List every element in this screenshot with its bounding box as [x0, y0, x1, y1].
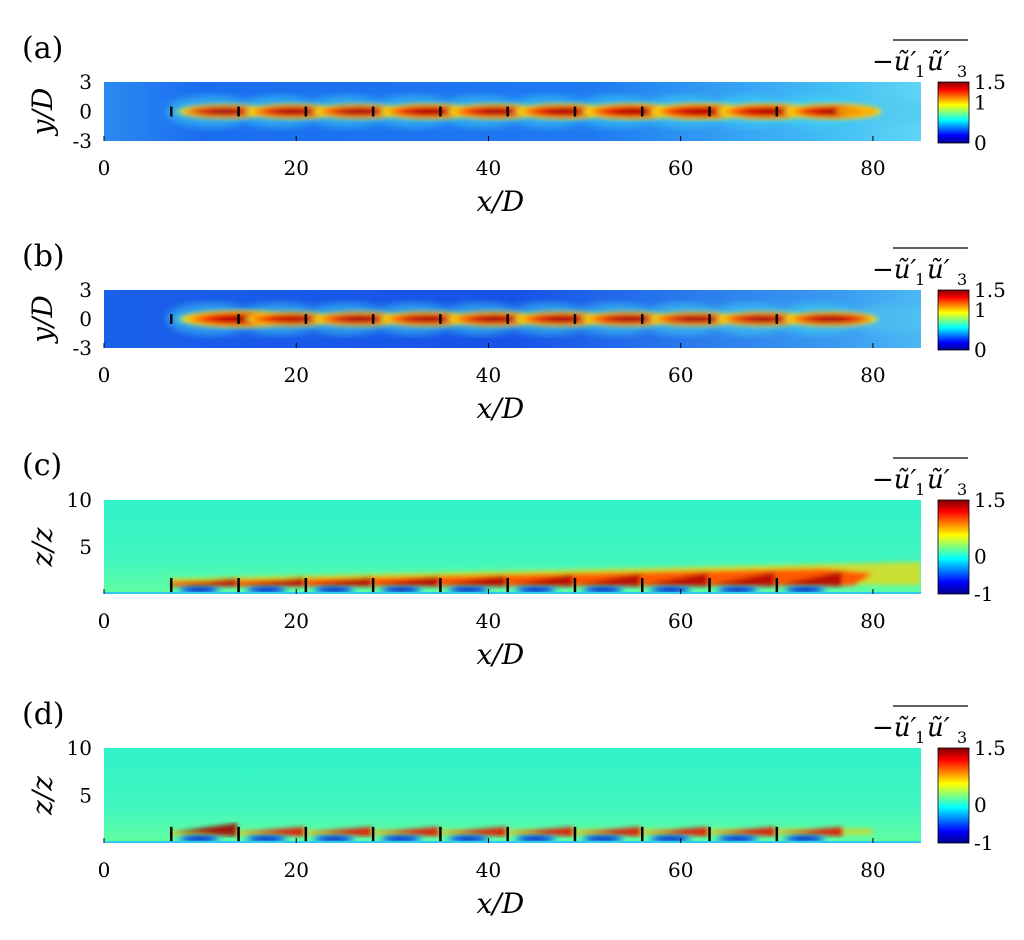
x-tick-label: 0	[98, 363, 111, 387]
y-tick-label: 3	[79, 278, 92, 302]
y-tick-label: -3	[73, 129, 92, 153]
x-axis-label: x/D	[477, 392, 525, 425]
svg-text:3: 3	[957, 480, 967, 499]
panel-b: (b)0 20 40 60 80x/D30-3y/D1.510−ũ′1 ũ′ 3	[22, 239, 1006, 425]
x-axis-label: x/D	[477, 887, 525, 920]
colorbar-tick-label: 0	[974, 793, 987, 817]
y-tick-label: 10	[67, 488, 92, 512]
y-axis-label: y/D	[26, 295, 59, 345]
svg-text:1: 1	[915, 270, 925, 289]
svg-text:ũ′: ũ′	[927, 255, 950, 285]
y-axis-label: y/D	[26, 88, 59, 138]
colorbar-tick-label: 1.5	[974, 278, 1006, 302]
svg-text:3: 3	[957, 270, 967, 289]
panel-label: (d)	[22, 697, 65, 732]
svg-text:1: 1	[915, 62, 925, 81]
y-tick-label: 0	[79, 307, 92, 331]
colorbar-tick-label: 1.5	[974, 488, 1006, 512]
y-tick-label: 3	[79, 70, 92, 94]
x-tick-label: 40	[476, 858, 501, 882]
colorbar-tick-label: 1.5	[974, 70, 1006, 94]
x-tick-label: 60	[668, 156, 693, 180]
x-tick-label: 20	[284, 156, 309, 180]
colorbar-tick-label: 1	[974, 298, 987, 322]
colorbar-tick-label: -1	[974, 582, 993, 606]
svg-text:3: 3	[957, 62, 967, 81]
x-tick-label: 40	[476, 363, 501, 387]
x-tick-label: 20	[284, 609, 309, 633]
x-axis-label: x/D	[477, 638, 525, 671]
heatmap-field	[104, 290, 921, 348]
y-axis-label: z/z	[26, 527, 59, 567]
x-tick-label: 0	[98, 858, 111, 882]
colorbar-tick-label: 0	[974, 544, 987, 568]
y-tick-label: 5	[79, 535, 92, 559]
svg-text:ũ′: ũ′	[927, 465, 950, 495]
y-axis-label: z/z	[26, 776, 59, 816]
colorbar-tick-label: 0	[974, 131, 987, 155]
x-axis-label: x/D	[477, 185, 525, 218]
svg-text:3: 3	[957, 728, 967, 747]
panel-label: (b)	[22, 239, 65, 274]
x-tick-label: 20	[284, 363, 309, 387]
x-tick-label: 0	[98, 609, 111, 633]
x-tick-label: 80	[860, 363, 885, 387]
svg-text:1: 1	[915, 728, 925, 747]
panel-label: (a)	[22, 31, 63, 66]
svg-text:−ũ′: −ũ′	[872, 255, 917, 285]
svg-text:ũ′: ũ′	[927, 713, 950, 743]
colorbar-label: −ũ′1 ũ′ 3	[872, 457, 968, 499]
y-tick-label: 5	[79, 784, 92, 808]
svg-text:ũ′: ũ′	[927, 47, 950, 77]
svg-text:1: 1	[915, 480, 925, 499]
svg-text:−ũ′: −ũ′	[872, 465, 917, 495]
svg-text:−ũ′: −ũ′	[872, 47, 917, 77]
panel-c: (c) 0 20 40 60 80 x/D 10 5 z/z 1.5 0 -1 −ũ′1 ũ′ 3	[22, 448, 1006, 671]
colorbar-label: −ũ′1 ũ′ 3	[872, 247, 968, 289]
colorbar-tick-label: 0	[974, 338, 987, 362]
heatmap-field	[104, 82, 921, 141]
colorbar: 1.510−ũ′1 ũ′ 3	[872, 247, 1006, 362]
x-tick-label: 80	[860, 156, 885, 180]
y-tick-label: 10	[67, 736, 92, 760]
colorbar: 1.510−ũ′1 ũ′ 3	[872, 39, 1006, 155]
colorbar-tick-label: 1	[974, 90, 987, 114]
colorbar-tick-label: 1.5	[974, 736, 1006, 760]
colorbar: 1.5 0 -1 −ũ′1 ũ′ 3	[872, 457, 1006, 606]
x-tick-label: 0	[98, 156, 111, 180]
colorbar-label: −ũ′1 ũ′ 3	[872, 39, 968, 81]
wake-10	[774, 310, 879, 328]
panel-label: (c)	[22, 448, 62, 483]
colorbar-tick-label: -1	[974, 831, 993, 855]
heatmap-field	[104, 500, 921, 594]
x-tick-label: 60	[668, 858, 693, 882]
panel-d: (d) 0 20 40 60 80 x/D 10 5 z/z 1.5 0 -1 −ũ′1 ũ′ 3	[22, 697, 1006, 920]
colorbar-label: −ũ′1 ũ′ 3	[872, 705, 968, 747]
x-tick-label: 60	[668, 609, 693, 633]
y-tick-label: 0	[79, 100, 92, 124]
field-background	[104, 748, 921, 843]
y-tick-label: -3	[73, 336, 92, 360]
x-tick-label: 80	[860, 858, 885, 882]
heatmap-field	[104, 748, 921, 843]
svg-text:−ũ′: −ũ′	[872, 713, 917, 743]
x-tick-label: 20	[284, 858, 309, 882]
panel-a: (a)0 20 40 60 80x/D30-3y/D1.510−ũ′1 ũ′ 3	[22, 31, 1006, 218]
colorbar: 1.5 0 -1 −ũ′1 ũ′ 3	[872, 705, 1006, 855]
x-tick-label: 40	[476, 609, 501, 633]
x-tick-label: 60	[668, 363, 693, 387]
x-tick-label: 40	[476, 156, 501, 180]
x-tick-label: 80	[860, 609, 885, 633]
